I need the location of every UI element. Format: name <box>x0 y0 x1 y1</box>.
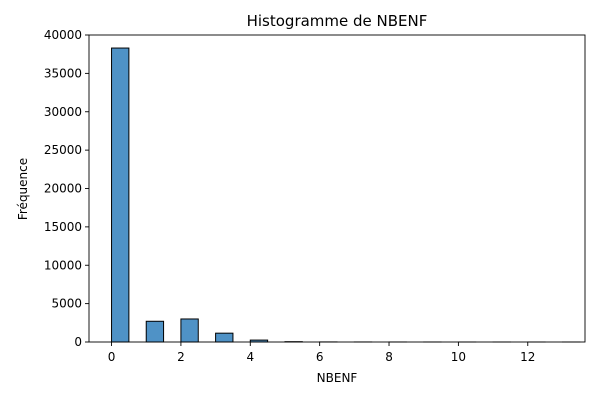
y-axis-label: Fréquence <box>16 158 30 220</box>
chart-title: Histogramme de NBENF <box>247 12 428 30</box>
plot-frame <box>88 34 586 343</box>
y-tick-label: 25000 <box>44 143 82 157</box>
x-tick-label: 8 <box>385 350 393 364</box>
x-tick-label: 12 <box>520 350 535 364</box>
histogram-bar <box>180 318 199 343</box>
x-tick-label: 2 <box>177 350 185 364</box>
x-axis-label: NBENF <box>317 371 358 385</box>
x-tick-label: 10 <box>451 350 466 364</box>
histogram-bar <box>145 320 165 343</box>
y-tick-label: 10000 <box>44 258 82 272</box>
y-tick-label: 20000 <box>44 182 82 196</box>
y-tick-label: 0 <box>74 335 82 349</box>
x-tick-label: 6 <box>316 350 324 364</box>
y-axis-ticks: 0 5000 10000 15000 20000 25000 30000 35000 40000 <box>44 28 89 349</box>
y-tick-label: 40000 <box>44 28 82 42</box>
x-axis-ticks: 0 2 4 6 8 10 12 <box>108 342 535 364</box>
y-tick-label: 5000 <box>51 297 82 311</box>
x-tick-label: 4 <box>246 350 254 364</box>
y-tick-label: 15000 <box>44 220 82 234</box>
histogram-bar <box>111 47 130 343</box>
y-tick-label: 35000 <box>44 66 82 80</box>
x-tick-label: 0 <box>108 350 116 364</box>
bars-group <box>111 47 581 343</box>
y-tick-label: 30000 <box>44 105 82 119</box>
histogram-bar <box>215 332 234 343</box>
